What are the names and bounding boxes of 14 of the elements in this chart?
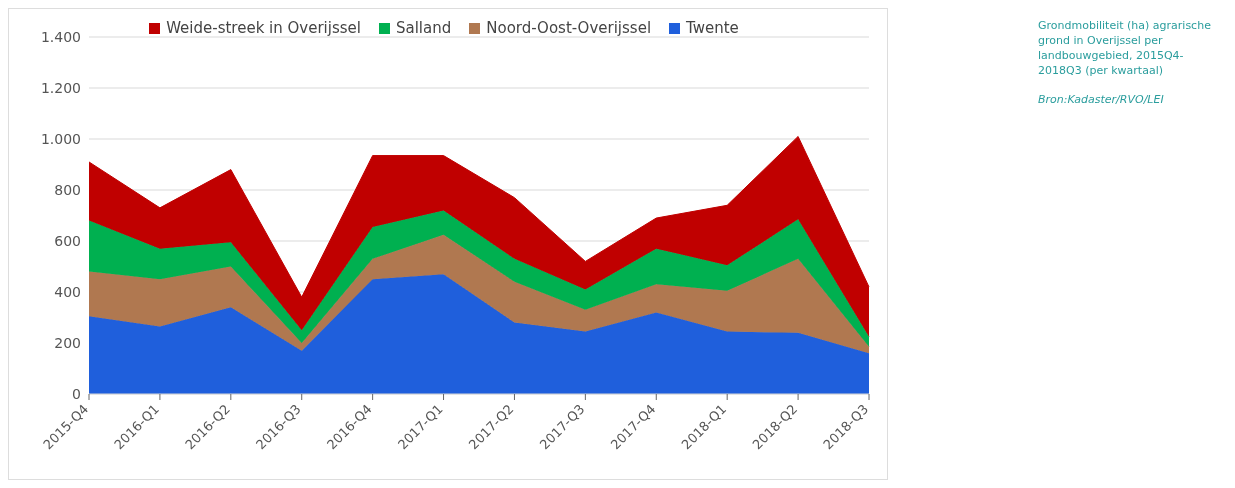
text: Grondmobiliteit (ha) agrarische grond in Overijssel per landbouwgebied, 2015Q4-2018Q3 (per kwartaal) xyxy=(1038,18,1212,78)
y-tick-label: 800 xyxy=(54,181,81,198)
y-tick-label: 1.400 xyxy=(40,28,81,45)
y-tick-label: 0 xyxy=(72,385,81,402)
y-tick-label: 400 xyxy=(54,283,81,300)
y-tick-label: 1.000 xyxy=(40,130,81,147)
text: Bron:Kadaster/RVO/LEI xyxy=(1038,92,1165,107)
y-tick-label: 200 xyxy=(54,334,81,351)
y-tick-label: 600 xyxy=(54,232,81,249)
y-tick-label: 1.200 xyxy=(40,79,81,96)
legend-label: Weide-streek in Overijssel xyxy=(165,19,361,37)
legend-label: Noord-Oost-Overijssel xyxy=(485,19,652,37)
legend-label: Salland xyxy=(395,19,452,37)
legend-label: Twente xyxy=(685,19,739,37)
